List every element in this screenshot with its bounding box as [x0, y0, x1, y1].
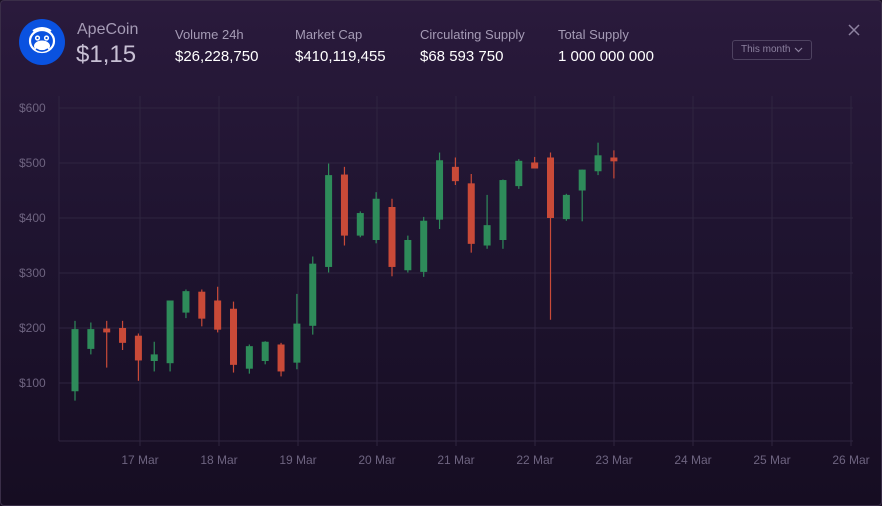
candle-body [404, 240, 412, 271]
chevron-down-icon [794, 47, 803, 53]
stat-value: 1 000 000 000 [558, 48, 654, 65]
stat-label: Market Cap [295, 27, 363, 42]
y-tick-label: $200 [19, 321, 46, 335]
ape-logo-icon [19, 19, 65, 65]
x-tick-label: 25 Mar [753, 453, 790, 467]
y-tick-label: $400 [19, 211, 46, 225]
stat-value: $410,119,455 [295, 48, 386, 65]
coin-name: ApeCoin [77, 21, 139, 38]
candle-body [277, 344, 285, 372]
x-tick-label: 19 Mar [279, 453, 316, 467]
candle-body [103, 328, 111, 333]
stat-label: Circulating Supply [420, 27, 525, 42]
candle-body [293, 323, 301, 363]
stat-total-supply: Total Supply 1 000 000 000 [558, 27, 654, 65]
x-tick-label: 20 Mar [358, 453, 395, 467]
candle-body [451, 166, 459, 182]
candle-body [547, 157, 554, 218]
timeframe-label: This month [741, 44, 791, 55]
candle-body [325, 175, 333, 267]
candle-body [356, 213, 364, 236]
candle-body [261, 341, 269, 361]
candle-body [87, 329, 95, 349]
x-tick-label: 21 Mar [437, 453, 474, 467]
y-tick-label: $100 [19, 376, 46, 390]
candle-body [562, 194, 570, 220]
timeframe-dropdown[interactable]: This month [732, 40, 812, 60]
candle-body [119, 328, 127, 343]
stat-volume-24h: Volume 24h $26,228,750 [175, 27, 258, 65]
candle-body [214, 300, 222, 330]
stat-value: $26,228,750 [175, 48, 259, 65]
candle-body [610, 157, 618, 162]
candle-body [340, 174, 348, 236]
x-tick-label: 17 Mar [121, 453, 158, 467]
candle-body [230, 308, 237, 365]
candle-body [309, 263, 317, 326]
stat-label: Total Supply [558, 27, 629, 42]
x-tick-label: 23 Mar [595, 453, 632, 467]
x-tick-label: 26 Mar [832, 453, 869, 467]
candle-body [436, 160, 444, 220]
candle-body [372, 198, 380, 240]
stat-label: Volume 24h [175, 27, 244, 42]
x-tick-label: 24 Mar [674, 453, 711, 467]
x-tick-label: 22 Mar [516, 453, 553, 467]
candle-body [515, 160, 523, 187]
stat-value: $68 593 750 [420, 48, 504, 65]
candle-body [499, 180, 507, 240]
candle-body [594, 155, 602, 172]
y-tick-label: $300 [19, 266, 46, 280]
candle-body [182, 291, 190, 313]
x-tick-label: 18 Mar [200, 453, 237, 467]
y-tick-label: $600 [19, 101, 46, 115]
stat-market-cap: Market Cap $410,119,455 [295, 27, 386, 65]
candle-body [166, 300, 174, 364]
candle-body [245, 346, 253, 369]
candle-body [150, 354, 158, 361]
candle-body [531, 162, 539, 169]
candle-body [467, 183, 475, 244]
y-tick-label: $500 [19, 156, 46, 170]
candle-body [420, 220, 428, 272]
candle-body [71, 329, 79, 392]
candle-body [198, 291, 206, 319]
candle-body [388, 207, 396, 267]
candle-body [134, 335, 142, 361]
close-icon[interactable] [847, 23, 861, 37]
candle-body [483, 225, 491, 246]
candle-body [578, 169, 586, 191]
coin-price: $1,15 [76, 41, 137, 68]
stat-circulating-supply: Circulating Supply $68 593 750 [420, 27, 525, 65]
